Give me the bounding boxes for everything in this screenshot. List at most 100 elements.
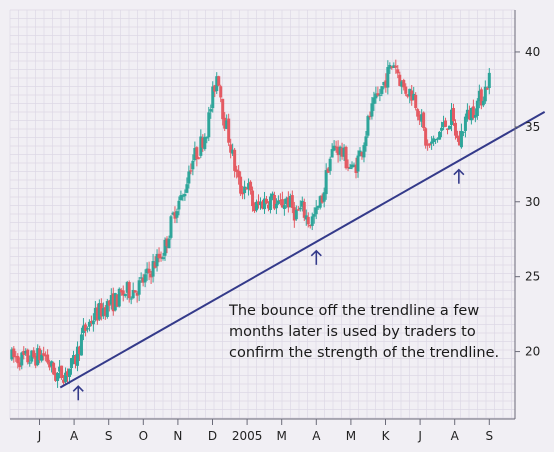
candle-up: [207, 112, 211, 138]
candle-down: [217, 76, 221, 86]
candle-up: [56, 373, 60, 382]
candle-up: [155, 253, 159, 267]
candle-down: [233, 149, 237, 171]
candle-up: [316, 205, 320, 208]
candle-down: [14, 356, 18, 358]
candle-down: [173, 212, 177, 219]
candle-up: [70, 358, 74, 369]
candle-up: [332, 145, 336, 151]
y-tick-label: 30: [525, 195, 540, 209]
candle-down: [95, 307, 99, 321]
candle-down: [251, 190, 255, 207]
candle-down: [22, 350, 26, 356]
x-tick-label: 2005: [232, 429, 263, 443]
candle-up: [400, 81, 404, 87]
candle-up: [274, 203, 278, 209]
candle-up: [294, 209, 298, 220]
candle-down: [384, 80, 388, 88]
candle-down: [451, 108, 455, 122]
candle-up: [374, 93, 378, 99]
candle-up: [350, 164, 354, 168]
candle-down: [390, 66, 394, 68]
candle-up: [358, 150, 362, 157]
candle-down: [455, 135, 459, 139]
candle-down: [320, 195, 324, 203]
candle-down: [121, 290, 125, 296]
candle-up: [139, 277, 143, 279]
candle-down: [44, 355, 48, 357]
candle-down: [296, 209, 300, 211]
candle-down: [471, 106, 475, 118]
candle-down: [12, 348, 16, 358]
candle-up: [463, 116, 467, 131]
candle-up: [386, 67, 390, 88]
candle-down: [159, 256, 163, 259]
candle-down: [73, 355, 77, 365]
candle-up: [10, 349, 14, 360]
candle-down: [306, 216, 310, 225]
up-arrow-head: [72, 385, 84, 392]
candle-down: [219, 86, 223, 98]
candle-down: [32, 350, 36, 358]
candle-up: [430, 141, 434, 144]
candle-up: [282, 205, 286, 210]
x-tick-label: O: [139, 429, 148, 443]
candle-up: [211, 86, 215, 109]
candle-up: [288, 195, 292, 208]
candle-down: [446, 128, 450, 130]
candle-up: [169, 216, 173, 238]
candle-up: [191, 160, 195, 170]
candle-down: [257, 201, 261, 205]
candle-up: [392, 65, 396, 68]
candle-up: [412, 93, 416, 101]
candle-down: [336, 147, 340, 156]
candle-down: [278, 199, 282, 202]
candle-up: [380, 86, 384, 94]
candle-down: [260, 201, 264, 209]
candle-down: [453, 122, 457, 136]
candle-down: [83, 324, 87, 331]
candle-up: [87, 321, 91, 327]
x-tick-label: J: [37, 429, 42, 443]
up-arrow-icon: [453, 168, 465, 184]
candle-down: [245, 188, 249, 190]
candle-up: [177, 200, 181, 210]
candle-down: [457, 137, 461, 146]
x-tick-label: K: [382, 429, 391, 443]
candle-down: [201, 137, 205, 148]
candle-down: [344, 146, 348, 169]
candle-down: [221, 98, 225, 120]
candle-down: [52, 362, 56, 375]
candle-up: [209, 109, 213, 112]
candle-down: [404, 86, 408, 94]
candle-up: [161, 257, 165, 259]
candle-up: [58, 366, 62, 372]
candle-down: [354, 164, 358, 173]
grid: [9, 9, 515, 419]
candle-up: [262, 198, 266, 210]
candle-down: [157, 253, 161, 259]
candle-down: [16, 355, 20, 364]
trendline-layer: [59, 111, 546, 389]
x-tick-label: N: [173, 429, 182, 443]
candle-up: [338, 146, 342, 155]
candle-up: [117, 288, 121, 307]
candle-up: [215, 76, 219, 92]
candle-up: [318, 196, 322, 208]
candle-down: [398, 74, 402, 86]
candle-down: [107, 300, 111, 306]
candles: [10, 59, 491, 388]
candle-up: [438, 131, 442, 140]
candle-up: [276, 200, 280, 204]
candle-up: [436, 138, 440, 140]
candle-up: [330, 149, 334, 158]
candle-down: [394, 65, 398, 68]
y-tick-label: 40: [525, 45, 540, 59]
candle-up: [372, 97, 376, 104]
candle-up: [123, 293, 127, 296]
candle-up: [145, 268, 149, 274]
candle-down: [334, 146, 338, 148]
x-tick-label: S: [105, 429, 113, 443]
candle-up: [310, 216, 314, 226]
candle-up: [203, 136, 207, 150]
